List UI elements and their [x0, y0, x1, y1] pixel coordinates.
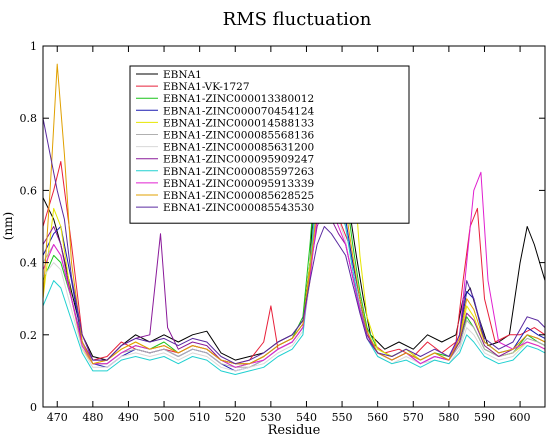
x-tick-label-9: 560	[367, 411, 388, 424]
y-tick-label-3: 0.6	[20, 184, 38, 197]
y-tick-label-2: 0.4	[20, 257, 38, 270]
x-axis: 470 480 490 500 510 520 530 540 550 560 570 580 590 6…	[47, 46, 531, 424]
x-tick-label-13: 600	[510, 411, 531, 424]
legend-label-4: EBNA1-ZINC000014588133	[163, 117, 314, 129]
x-tick-label-4: 510	[189, 411, 210, 424]
chart-title: RMS fluctuation	[223, 9, 372, 30]
y-tick-label-0: 0	[30, 401, 37, 414]
x-axis-label: Residue	[268, 423, 321, 438]
series-line-10	[42, 63, 546, 365]
x-tick-label-7: 540	[296, 411, 317, 424]
legend-label-6: EBNA1-ZINC000085631200	[163, 142, 314, 154]
legend-label-9: EBNA1-ZINC000095913339	[163, 178, 314, 190]
y-tick-label-4: 0.8	[20, 112, 38, 125]
legend-label-2: EBNA1-ZINC000013380012	[163, 93, 314, 105]
plot-frame	[42, 45, 546, 408]
legend-label-8: EBNA1-ZINC000085597263	[163, 166, 314, 178]
x-tick-label-11: 580	[438, 411, 459, 424]
legend-label-5: EBNA1-ZINC000085568136	[163, 130, 315, 142]
legend-label-3: EBNA1-ZINC000070454124	[163, 105, 315, 117]
x-tick-label-5: 520	[225, 411, 246, 424]
x-tick-label-1: 480	[82, 411, 103, 424]
legend-label-0: EBNA1	[163, 69, 202, 81]
x-tick-label-6: 530	[260, 411, 281, 424]
legend-label-11: EBNA1-ZINC000085543530	[163, 202, 314, 214]
legend-label-10: EBNA1-ZINC000085628525	[163, 190, 314, 202]
x-tick-label-12: 590	[474, 411, 495, 424]
legend: EBNA1EBNA1-VK-1727EBNA1-ZINC000013380012…	[129, 65, 410, 224]
legend-box	[129, 65, 410, 224]
x-tick-label-8: 550	[332, 411, 353, 424]
y-axis-label: (nm)	[1, 212, 15, 240]
x-tick-label-0: 470	[47, 411, 68, 424]
x-tick-label-3: 500	[154, 411, 175, 424]
legend-label-7: EBNA1-ZINC000095909247	[163, 154, 314, 166]
y-tick-label-1: 0.2	[20, 329, 38, 342]
legend-label-1: EBNA1-VK-1727	[163, 81, 250, 93]
y-axis: 0 0.2 0.4 0.6 0.8 1	[20, 40, 545, 414]
x-tick-label-2: 490	[118, 411, 139, 424]
y-tick-label-5: 1	[30, 40, 37, 53]
series-line-11	[42, 118, 546, 365]
x-tick-label-10: 570	[403, 411, 424, 424]
